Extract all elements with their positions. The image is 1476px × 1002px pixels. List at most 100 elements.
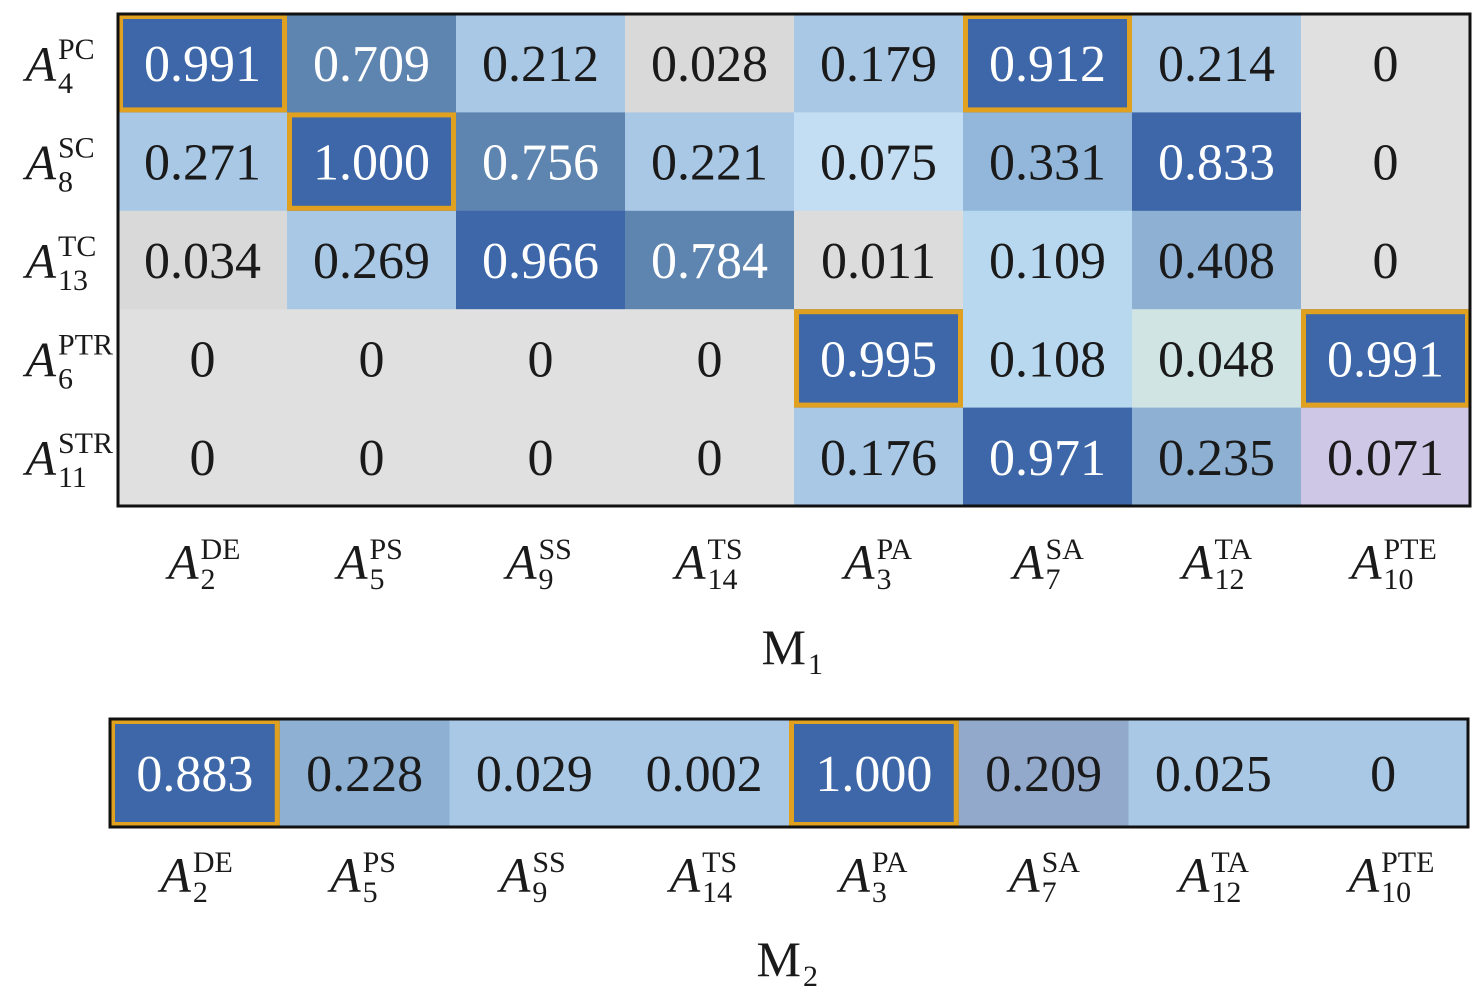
highlight-box	[789, 719, 959, 827]
cell-value: 0.991	[1327, 331, 1444, 388]
heatmap-cell	[789, 719, 960, 828]
cell-value: 0.071	[1327, 430, 1444, 487]
col-label-base: A	[165, 534, 199, 590]
highlight-box	[110, 719, 280, 827]
col-label-sup: PS	[370, 533, 403, 566]
cell-value: 0.034	[144, 233, 261, 290]
col-label: A DE2	[157, 846, 233, 909]
col-label-sub: 14	[702, 876, 732, 909]
cell-value: 0.212	[482, 36, 599, 93]
col-label-sub: 9	[539, 563, 554, 596]
col-label: A SS9	[497, 846, 566, 909]
heatmap-cell	[1132, 210, 1302, 310]
cell-value: 0.029	[476, 746, 593, 803]
heatmap-cell	[963, 210, 1133, 310]
cell-value: 0	[190, 331, 216, 388]
heatmap-cell	[1301, 14, 1471, 113]
cell-value: 0.235	[1158, 430, 1275, 487]
row-label-sup: STR	[58, 427, 113, 460]
col-label-base: A	[327, 847, 361, 903]
heatmap-cell	[118, 407, 288, 507]
heatmap-cell	[794, 309, 964, 409]
col-label-base: A	[1010, 534, 1044, 590]
cell-value: 0	[697, 430, 723, 487]
chart-title-base: M	[757, 931, 801, 987]
col-label-base: A	[334, 534, 368, 590]
highlight-box	[963, 14, 1132, 113]
col-label: A PA3	[841, 533, 912, 596]
heatmap-2: 0.883 0.228 0.029 0.002 1.000 0.209 0.025 0A DE2…	[108, 717, 1470, 993]
cell-value: 1.000	[815, 746, 932, 803]
col-label: A DE2	[165, 533, 241, 596]
col-label-sup: SS	[532, 846, 565, 879]
heatmap-cell	[287, 309, 457, 409]
chart-title-base: M	[762, 619, 806, 675]
cell-value: 0.269	[313, 233, 430, 290]
col-label-sub: 3	[877, 563, 892, 596]
heatmap-cell	[287, 210, 457, 310]
heatmap-1: 0.991 0.709 0.212 0.028 0.179 0.912 0.214 0 0.27…	[22, 12, 1472, 681]
row-label-base: A	[22, 430, 56, 486]
col-label: A SA7	[1010, 533, 1084, 596]
col-label-sup: PTE	[1381, 846, 1434, 879]
heatmap-cell	[1132, 14, 1302, 113]
heatmap-cell	[287, 112, 457, 212]
cell-value: 0	[697, 331, 723, 388]
cell-value: 1.000	[313, 135, 430, 192]
cell-value: 0.883	[136, 746, 253, 803]
cell-value: 0.011	[821, 233, 936, 290]
row-label: A PC4	[22, 33, 94, 100]
heatmap-cell	[963, 14, 1133, 113]
col-label-base: A	[1179, 534, 1213, 590]
cell-value: 0.109	[989, 233, 1106, 290]
col-label-sup: DE	[201, 533, 241, 566]
row-label: A SC8	[22, 132, 94, 199]
cell-value: 0.209	[985, 746, 1102, 803]
cell-value: 0.221	[651, 135, 768, 192]
heatmap-cell	[794, 407, 964, 507]
col-label-sup: SA	[1046, 533, 1085, 566]
cell-value: 0.002	[646, 746, 763, 803]
col-label-sub: 14	[708, 563, 738, 596]
col-label: A PS5	[334, 533, 403, 596]
heatmap-cell	[118, 14, 288, 113]
cell-value: 0.025	[1155, 746, 1272, 803]
cell-value: 0	[1373, 135, 1399, 192]
highlight-box	[118, 14, 287, 113]
row-label-base: A	[22, 135, 56, 191]
col-label-sub: 5	[363, 876, 378, 909]
cell-value: 0.108	[989, 331, 1106, 388]
cell-value: 0.995	[820, 331, 937, 388]
heatmap-cell	[279, 719, 450, 828]
cell-value: 0.176	[820, 430, 937, 487]
heatmap-cell	[1301, 210, 1471, 310]
heatmap-cell	[456, 112, 626, 212]
row-label-base: A	[22, 331, 56, 387]
heatmap-cell	[625, 14, 795, 113]
cell-value: 0.912	[989, 36, 1106, 93]
heatmap-cell	[1301, 309, 1471, 409]
col-label-base: A	[503, 534, 537, 590]
row-label-sub: 13	[58, 264, 88, 297]
heatmap-cell	[625, 210, 795, 310]
col-label-sup: DE	[193, 846, 233, 879]
cell-value: 0.271	[144, 135, 261, 192]
row-label-sup: PTR	[58, 328, 113, 361]
cell-value: 0.048	[1158, 331, 1275, 388]
heatmap-cell	[118, 210, 288, 310]
heatmap-cell	[1298, 719, 1469, 828]
col-label-sup: SS	[539, 533, 572, 566]
row-label-sup: PC	[58, 33, 95, 66]
col-label-sup: PA	[872, 846, 908, 879]
heatmap-cell	[1301, 112, 1471, 212]
heatmap-cell	[1132, 112, 1302, 212]
col-label-sup: TA	[1215, 533, 1253, 566]
row-label-sub: 11	[58, 461, 87, 494]
cell-value: 0.756	[482, 135, 599, 192]
col-label-sup: TS	[702, 846, 737, 879]
